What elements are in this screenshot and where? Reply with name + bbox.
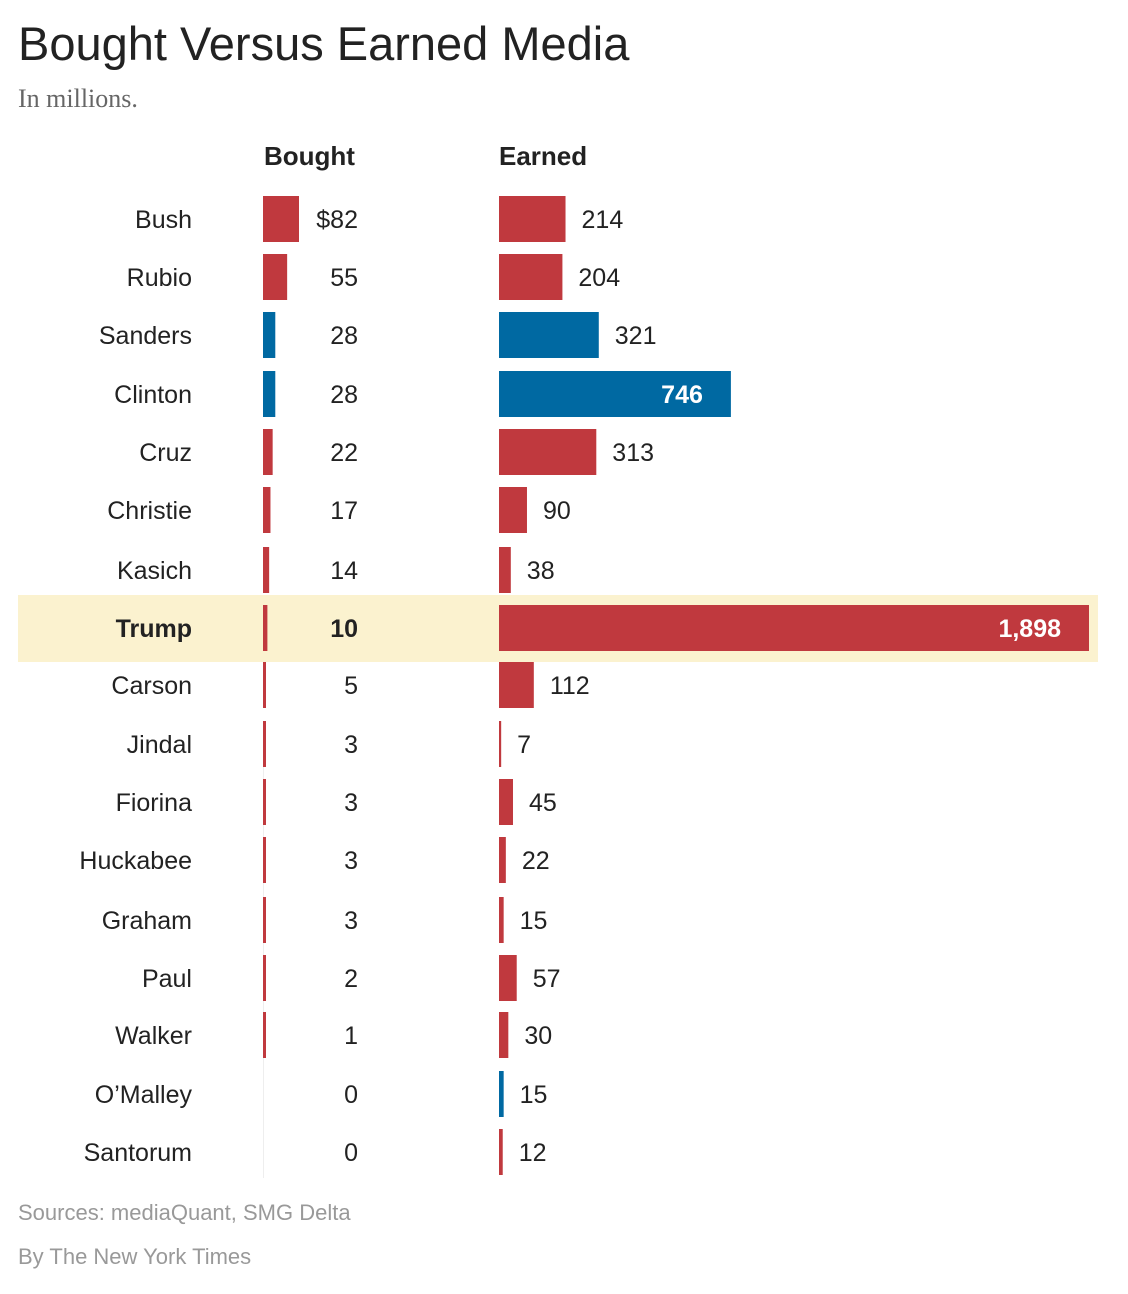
chart-subtitle: In millions. [18, 84, 138, 113]
earned-bar [499, 1071, 504, 1117]
bought-value-label: 14 [330, 557, 358, 585]
bought-value-label: 28 [330, 381, 358, 409]
earned-value-label: 321 [615, 322, 657, 350]
bought-bar [263, 254, 288, 300]
bought-bar [263, 371, 276, 417]
earned-bar [499, 955, 517, 1001]
candidate-name: Jindal [127, 731, 192, 759]
candidate-name: Bush [135, 206, 192, 234]
candidate-name: Fiorina [116, 789, 193, 817]
earned-column-header: Earned [499, 141, 587, 171]
bought-bar [263, 837, 266, 883]
candidate-name: Huckabee [79, 847, 192, 875]
bought-value-label: 3 [344, 731, 358, 759]
bought-value-label: 10 [330, 615, 358, 643]
bought-value-label: 0 [344, 1139, 358, 1167]
bought-bar [263, 721, 266, 767]
chart-title: Bought Versus Earned Media [18, 17, 630, 70]
candidate-name: Graham [102, 907, 192, 935]
earned-bar [499, 371, 731, 417]
earned-value-label: 112 [550, 672, 590, 700]
earned-bar [499, 1012, 509, 1058]
earned-bar [499, 662, 534, 708]
earned-value-label: 22 [522, 847, 550, 875]
bought-value-label: 3 [344, 789, 358, 817]
candidate-name: Carson [111, 672, 192, 700]
bought-value-label: 2 [344, 965, 358, 993]
earned-value-label: 12 [519, 1139, 547, 1167]
earned-bar [499, 196, 566, 242]
bought-bar [263, 429, 273, 475]
earned-value-label: 746 [661, 381, 703, 409]
bought-column-header: Bought [264, 141, 355, 171]
earned-bar [499, 837, 506, 883]
earned-bar [499, 429, 597, 475]
earned-value-label: 7 [517, 731, 531, 759]
bought-bar [263, 487, 271, 533]
bought-value-label: 3 [344, 907, 358, 935]
earned-value-label: 57 [533, 965, 561, 993]
bought-bar [263, 779, 266, 825]
candidate-name: Clinton [114, 381, 192, 409]
candidate-name: Rubio [127, 264, 192, 292]
earned-value-label: 214 [582, 206, 624, 234]
credit-line: By The New York Times [18, 1244, 252, 1269]
earned-value-label: 204 [578, 264, 620, 292]
candidate-name: Santorum [84, 1139, 192, 1167]
bought-bar [263, 547, 270, 593]
earned-bar [499, 605, 1089, 651]
earned-value-label: 15 [520, 907, 548, 935]
bought-value-label: 1 [344, 1022, 358, 1050]
candidate-name: Christie [107, 497, 192, 525]
bought-value-label: 0 [344, 1081, 358, 1109]
candidate-name: Walker [115, 1022, 192, 1050]
bought-bar [263, 1012, 266, 1058]
earned-bar [499, 547, 511, 593]
earned-bar [499, 721, 502, 767]
source-note: Sources: mediaQuant, SMG Delta [18, 1200, 351, 1225]
candidate-name: Sanders [99, 322, 192, 350]
bought-value-label: $82 [316, 206, 358, 234]
earned-bar [499, 1129, 503, 1175]
earned-value-label: 45 [529, 789, 557, 817]
earned-bar [499, 897, 504, 943]
earned-bar [499, 487, 527, 533]
candidate-name: Paul [142, 965, 192, 993]
bought-bar [263, 662, 266, 708]
earned-bar [499, 312, 599, 358]
bought-value-label: 3 [344, 847, 358, 875]
bought-value-label: 55 [330, 264, 358, 292]
earned-value-label: 30 [524, 1022, 552, 1050]
earned-value-label: 313 [612, 439, 654, 467]
bought-bar [263, 897, 266, 943]
earned-value-label: 15 [520, 1081, 548, 1109]
bought-bar [263, 312, 276, 358]
bought-value-label: 28 [330, 322, 358, 350]
bought-value-label: 22 [330, 439, 358, 467]
earned-value-label: 90 [543, 497, 571, 525]
candidate-name: O’Malley [95, 1081, 193, 1109]
bought-bar [263, 196, 299, 242]
candidate-name: Cruz [139, 439, 192, 467]
earned-value-label: 1,898 [998, 615, 1061, 643]
earned-value-label: 38 [527, 557, 555, 585]
earned-bar [499, 254, 563, 300]
earned-bar [499, 779, 513, 825]
bought-value-label: 5 [344, 672, 358, 700]
bought-bar [263, 955, 266, 1001]
bought-bar [263, 605, 268, 651]
candidate-name: Trump [116, 615, 192, 643]
bought-value-label: 17 [330, 497, 358, 525]
candidate-name: Kasich [117, 557, 192, 585]
